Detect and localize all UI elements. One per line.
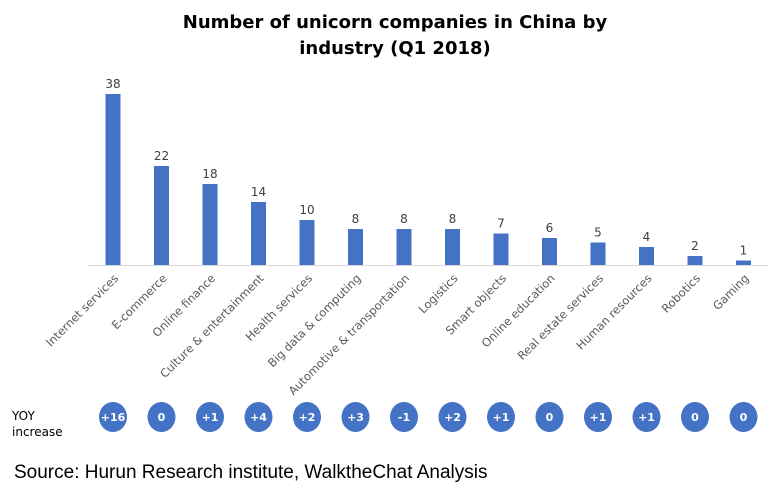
bar	[154, 166, 169, 265]
chart-title-line-1: Number of unicorn companies in China by	[183, 12, 608, 33]
yoy-circle	[244, 402, 273, 432]
category-label: Real estate services	[515, 271, 607, 363]
yoy-badge: +1	[487, 402, 515, 432]
bar	[736, 260, 751, 265]
yoy-badge: +1	[584, 402, 612, 432]
yoy-value: 0	[740, 411, 748, 424]
yoy-badge: +16	[99, 402, 127, 432]
yoy-value: 0	[158, 411, 166, 424]
yoy-badge: +1	[196, 402, 224, 432]
yoy-badge: -1	[390, 402, 418, 432]
yoy-badge: +1	[632, 402, 661, 432]
source-note: Source: Hurun Research institute, Walkth…	[14, 462, 487, 483]
yoy-circle	[487, 402, 515, 432]
yoy-value: 0	[691, 411, 699, 424]
data-label: 7	[497, 217, 505, 231]
yoy-circle	[196, 402, 224, 432]
data-label: 8	[449, 212, 457, 226]
data-label: 4	[643, 230, 651, 244]
data-label: 1	[740, 244, 748, 258]
yoy-circle	[632, 402, 661, 432]
data-label: 8	[400, 212, 408, 226]
yoy-circle	[390, 402, 418, 432]
yoy-circle	[99, 402, 127, 432]
yoy-value: +2	[299, 411, 316, 424]
data-label: 14	[251, 185, 266, 199]
data-label: 10	[299, 203, 314, 217]
yoy-value: +1	[202, 411, 219, 424]
data-label: 6	[546, 221, 554, 235]
bar	[202, 184, 218, 265]
bar	[396, 229, 412, 265]
yoy-circle	[147, 402, 176, 432]
yoy-circle	[535, 402, 564, 432]
yoy-circle	[438, 402, 467, 432]
bar	[251, 202, 266, 265]
yoy-circle	[341, 402, 370, 432]
category-label: Logistics	[416, 271, 461, 316]
data-label: 38	[105, 77, 120, 91]
yoy-circle	[584, 402, 612, 432]
bar	[590, 242, 606, 265]
bar	[639, 247, 654, 265]
data-label: 5	[594, 226, 602, 240]
chart-title-line-2: industry (Q1 2018)	[299, 38, 491, 59]
yoy-value: +1	[590, 411, 607, 424]
yoy-circle	[681, 402, 709, 432]
data-label: 22	[154, 149, 169, 163]
yoy-badge: 0	[147, 402, 176, 432]
yoy-circle	[293, 402, 321, 432]
category-label: Big data & computing	[265, 271, 364, 370]
data-label: 8	[352, 212, 360, 226]
yoy-circle	[729, 402, 758, 432]
yoy-label-line-1: YOY	[11, 409, 35, 423]
yoy-badge: 0	[729, 402, 758, 432]
yoy-badge: +4	[244, 402, 273, 432]
yoy-badge: +2	[293, 402, 321, 432]
bar	[348, 229, 363, 265]
yoy-label-line-2: increase	[12, 425, 63, 439]
bar	[445, 229, 460, 265]
yoy-badge: +2	[438, 402, 467, 432]
yoy-badge: 0	[535, 402, 564, 432]
yoy-value: +16	[101, 411, 126, 424]
data-label: 2	[691, 239, 699, 253]
yoy-value: +2	[444, 411, 461, 424]
category-label: Gaming	[710, 271, 752, 313]
bar	[687, 256, 703, 265]
yoy-value: -1	[398, 411, 410, 424]
yoy-badge: 0	[681, 402, 709, 432]
yoy-badge: +3	[341, 402, 370, 432]
yoy-value: +3	[347, 411, 364, 424]
yoy-value: +1	[493, 411, 510, 424]
bar	[493, 233, 509, 265]
bar	[299, 220, 315, 265]
yoy-value: +1	[638, 411, 655, 424]
bar	[542, 238, 557, 265]
bar	[105, 94, 121, 265]
category-label: Robotics	[659, 271, 703, 315]
data-label: 18	[202, 167, 217, 181]
category-label: Internet services	[43, 271, 121, 349]
yoy-value: 0	[546, 411, 554, 424]
yoy-value: +4	[250, 411, 267, 424]
